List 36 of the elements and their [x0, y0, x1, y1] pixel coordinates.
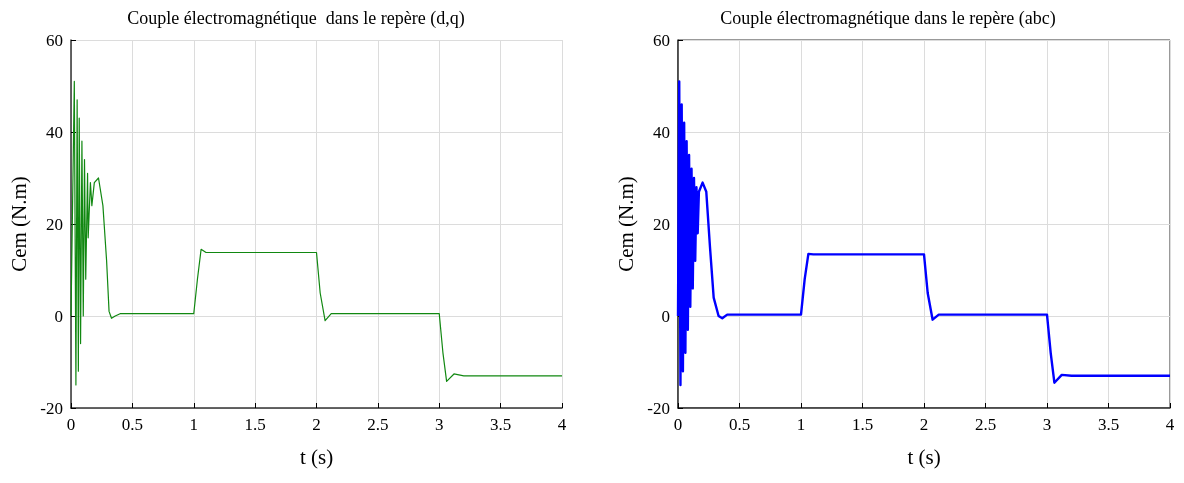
- x-tick-label: 3.5: [1097, 415, 1120, 434]
- y-tick-label: 60: [46, 30, 63, 50]
- y-tick-label: 60: [653, 30, 670, 50]
- x-tick-label: 3.5: [490, 415, 512, 434]
- y-tick-label: -20: [647, 398, 670, 418]
- x-axis-title: t (s): [907, 444, 941, 469]
- y-tick-label: 40: [46, 122, 63, 142]
- y-tick-label: 0: [661, 306, 670, 326]
- y-tick-label: 0: [54, 306, 63, 326]
- x-tick-label: 2.5: [367, 415, 389, 434]
- y-tick-label: 20: [653, 214, 670, 234]
- x-tick-label: 4: [557, 415, 567, 434]
- chart-title: Couple électromagnétique dans le repère (d,q): [127, 8, 465, 29]
- x-tick-label: 0.5: [121, 415, 143, 434]
- x-tick-label: 1.5: [851, 415, 874, 434]
- y-tick-label: 20: [46, 214, 63, 234]
- x-tick-label: 1.5: [244, 415, 266, 434]
- y-tick-label: -20: [40, 398, 63, 418]
- x-tick-label: 0.5: [728, 415, 751, 434]
- x-tick-label: 4: [1165, 415, 1175, 434]
- x-tick-label: 0: [66, 415, 76, 434]
- x-tick-label: 2: [919, 415, 929, 434]
- x-tick-label: 0: [673, 415, 683, 434]
- chart-title: Couple électromagnétique dans le repère (abc): [720, 8, 1056, 29]
- line-series: [70, 80, 563, 386]
- x-tick-label: 3: [435, 415, 444, 434]
- x-tick-label: 2.5: [974, 415, 997, 434]
- y-axis-title: Cem (N.m): [6, 176, 31, 272]
- line-series: [676, 80, 1172, 387]
- x-tick-label: 1: [796, 415, 806, 434]
- y-axis-title: Cem (N.m): [613, 176, 638, 272]
- y-tick-label: 40: [653, 122, 670, 142]
- x-tick-label: 1: [189, 415, 198, 434]
- x-tick-label: 3: [1042, 415, 1052, 434]
- x-tick-label: 2: [312, 415, 321, 434]
- x-axis-title: t (s): [299, 444, 334, 469]
